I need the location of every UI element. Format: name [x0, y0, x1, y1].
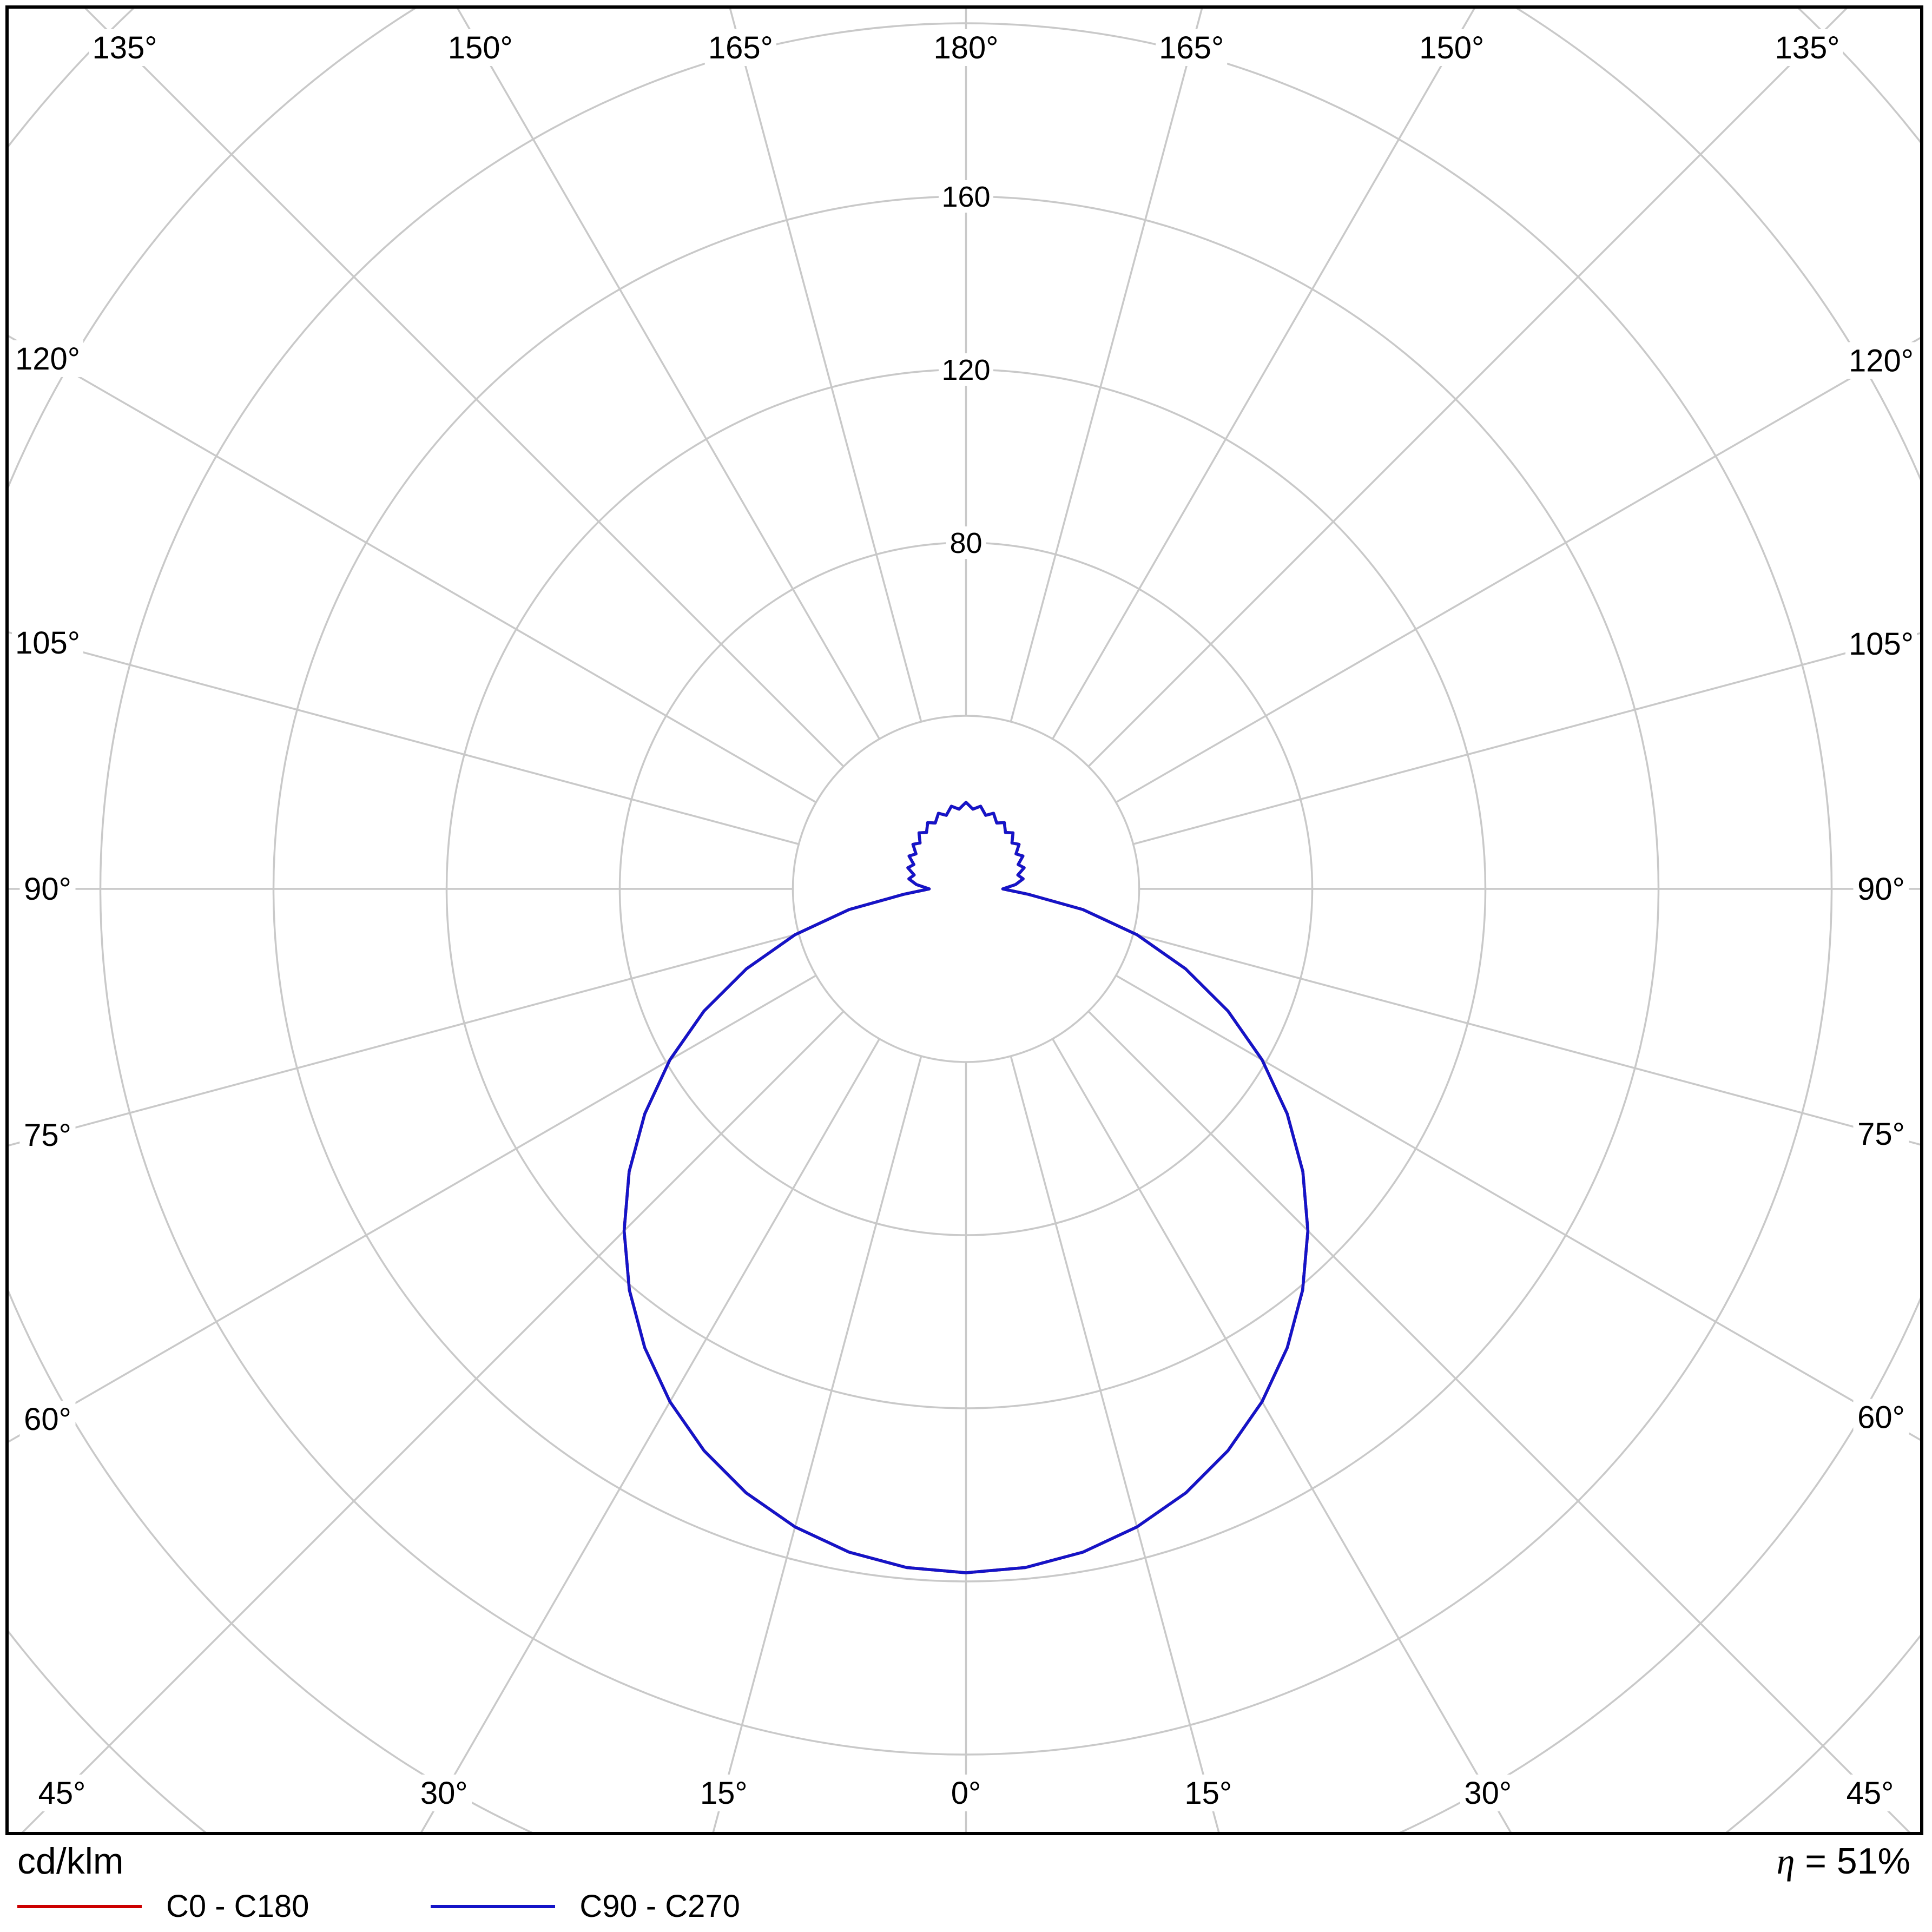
legend-item-c90-c270: C90 - C270 [431, 1888, 740, 1924]
svg-text:105°: 105° [1849, 627, 1914, 662]
svg-text:90°: 90° [1857, 872, 1905, 907]
svg-text:135°: 135° [93, 30, 157, 65]
svg-text:105°: 105° [15, 625, 80, 661]
svg-text:165°: 165° [708, 30, 773, 65]
footer-left: cd/klm C0 - C180 C90 - C270 [17, 1842, 862, 1924]
units-label: cd/klm [17, 1841, 124, 1882]
legend-item-c0-c180: C0 - C180 [17, 1888, 309, 1924]
svg-text:60°: 60° [24, 1402, 71, 1437]
svg-text:150°: 150° [1419, 30, 1484, 65]
svg-text:75°: 75° [24, 1118, 71, 1153]
svg-text:45°: 45° [1847, 1776, 1894, 1811]
legend-label-c90-c270: C90 - C270 [579, 1889, 740, 1924]
svg-text:135°: 135° [1775, 30, 1840, 65]
svg-text:75°: 75° [1857, 1117, 1905, 1152]
svg-text:15°: 15° [700, 1776, 748, 1811]
svg-text:90°: 90° [24, 872, 71, 907]
svg-text:80: 80 [949, 527, 982, 559]
svg-text:165°: 165° [1159, 30, 1224, 65]
svg-text:120°: 120° [1849, 343, 1914, 378]
eta-value: = 51% [1795, 1841, 1910, 1882]
svg-text:180°: 180° [934, 30, 999, 65]
chart-footer: cd/klm C0 - C180 C90 - C270 η = 51% [5, 1838, 1927, 1932]
efficiency-label: η = 51% [1777, 1842, 1910, 1881]
svg-text:150°: 150° [448, 30, 513, 65]
eta-symbol: η [1776, 1841, 1795, 1882]
svg-text:0°: 0° [951, 1776, 981, 1811]
svg-text:15°: 15° [1184, 1776, 1232, 1811]
svg-text:120°: 120° [15, 341, 80, 377]
legend-label-c0-c180: C0 - C180 [166, 1889, 309, 1924]
legend-line-c0-c180-swatch [17, 1904, 142, 1908]
legend-line-c90-c270-swatch [431, 1904, 556, 1908]
svg-text:60°: 60° [1857, 1400, 1905, 1435]
chart-frame: 0° 15° 30° 45° 60° 75° 90° 105° 120° 135° 150° 165°… [5, 5, 1923, 1835]
svg-text:30°: 30° [420, 1776, 468, 1811]
svg-text:120: 120 [941, 354, 990, 386]
legend: C0 - C180 C90 - C270 [17, 1888, 862, 1924]
axis-labels-layer: 0° 15° 30° 45° 60° 75° 90° 105° 120° 135° 150° 165°… [12, 29, 1917, 1811]
svg-text:160: 160 [941, 181, 990, 213]
curves-layer [622, 801, 1310, 1574]
svg-text:30°: 30° [1464, 1776, 1512, 1811]
grid-layer [9, 9, 1920, 1832]
polar-chart-canvas: 0° 15° 30° 45° 60° 75° 90° 105° 120° 135° 150° 165°… [9, 9, 1920, 1832]
svg-text:45°: 45° [38, 1776, 86, 1811]
